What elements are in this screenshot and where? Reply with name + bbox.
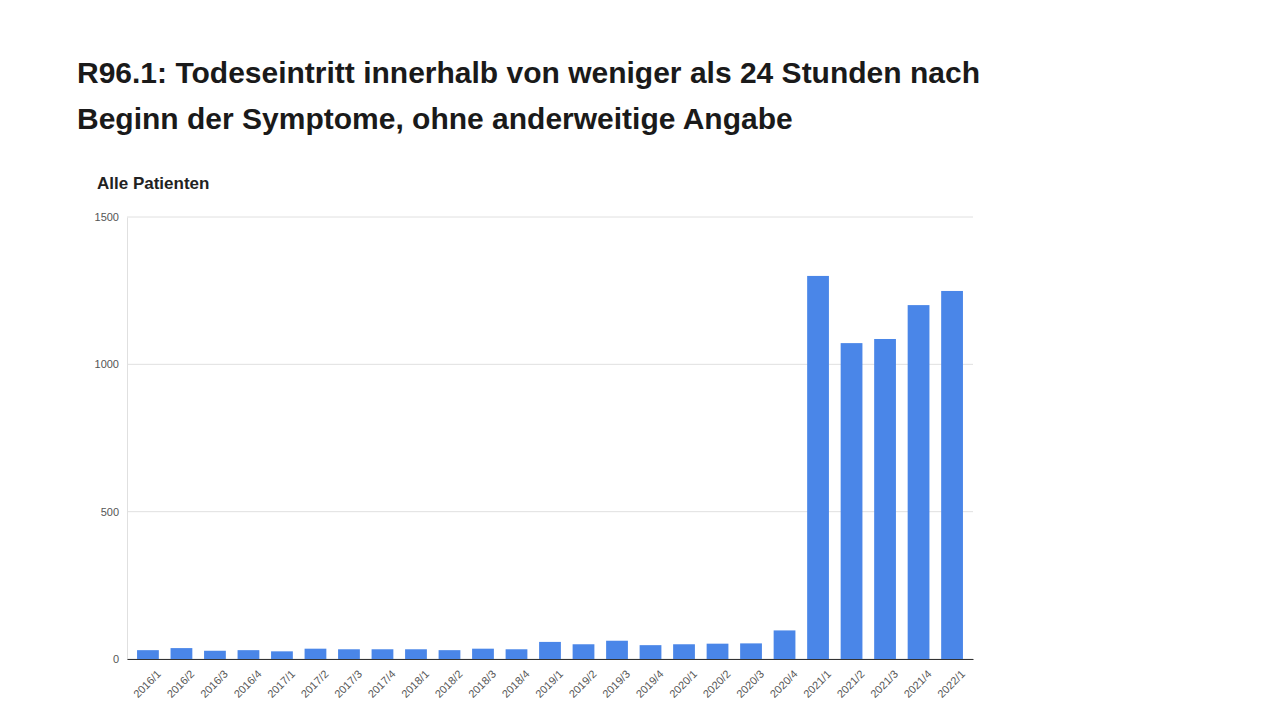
bar	[606, 641, 628, 659]
x-tick-label: 2020/1	[667, 668, 699, 700]
x-tick-label: 2018/1	[399, 668, 431, 700]
y-axis-line	[127, 218, 128, 660]
x-tick: 2021/1	[801, 659, 833, 700]
bars	[137, 276, 963, 659]
x-tick-label: 2021/3	[868, 668, 900, 700]
x-tick-label: 2022/1	[935, 668, 967, 700]
x-tick-label: 2020/2	[700, 668, 732, 700]
x-tick: 2017/2	[298, 659, 330, 700]
grid-line	[127, 217, 973, 218]
x-tick-label: 2019/3	[600, 668, 632, 700]
x-tick: 2020/2	[700, 659, 732, 700]
x-tick: 2016/2	[164, 659, 196, 700]
bar	[271, 651, 293, 659]
bar	[908, 305, 930, 659]
bar	[305, 649, 327, 659]
x-tick: 2016/4	[231, 659, 263, 700]
bar	[740, 643, 762, 659]
x-axis-line	[128, 659, 974, 660]
x-tick: 2016/3	[198, 659, 230, 700]
bar	[506, 649, 528, 659]
bar	[807, 276, 829, 659]
bar	[405, 649, 427, 659]
x-tick: 2020/3	[734, 659, 766, 700]
bar	[238, 650, 260, 659]
x-tick: 2016/1	[131, 659, 163, 700]
chart: Alle Patienten0500100015002016/12016/220…	[0, 0, 1280, 720]
x-axis: 2016/12016/22016/32016/42017/12017/22017…	[128, 659, 974, 700]
bar	[171, 648, 193, 659]
bar	[539, 642, 561, 659]
x-tick: 2018/4	[499, 659, 531, 700]
x-tick-label: 2016/4	[231, 668, 263, 700]
x-tick: 2019/3	[600, 659, 632, 700]
x-tick-label: 2020/4	[767, 668, 799, 700]
bar	[439, 650, 461, 659]
y-tick: 500	[101, 506, 127, 518]
x-tick: 2019/4	[633, 659, 665, 700]
x-tick: 2021/2	[834, 659, 866, 700]
x-tick-label: 2019/2	[566, 668, 598, 700]
chart-title: R96.1: Todeseintritt innerhalb von wenig…	[77, 50, 1067, 142]
x-tick: 2017/4	[365, 659, 397, 700]
x-tick-label: 2017/4	[365, 668, 397, 700]
x-tick: 2018/1	[399, 659, 431, 700]
bar	[204, 651, 226, 659]
x-tick-label: 2018/3	[466, 668, 498, 700]
x-tick: 2019/2	[566, 659, 598, 700]
bar	[673, 644, 695, 659]
y-tick-label: 500	[101, 506, 119, 518]
y-axis: 0 500 1000 1500	[95, 211, 128, 665]
bar	[472, 649, 494, 659]
bar	[841, 343, 863, 659]
y-tick: 0	[113, 653, 127, 665]
bar	[941, 291, 963, 659]
y-tick: 1500	[95, 211, 127, 223]
x-tick-label: 2021/2	[834, 668, 866, 700]
x-tick-label: 2017/1	[265, 668, 297, 700]
x-tick: 2021/4	[901, 659, 933, 700]
x-tick: 2017/1	[265, 659, 297, 700]
x-tick: 2017/3	[332, 659, 364, 700]
x-tick-label: 2021/1	[801, 668, 833, 700]
x-tick-label: 2018/2	[432, 668, 464, 700]
x-tick-label: 2016/2	[164, 668, 196, 700]
x-tick: 2020/1	[667, 659, 699, 700]
y-tick-label: 1500	[95, 211, 119, 223]
bar	[137, 650, 159, 659]
x-tick-label: 2019/4	[633, 668, 665, 700]
bar	[774, 630, 796, 659]
x-tick-label: 2017/2	[298, 668, 330, 700]
x-tick: 2022/1	[935, 659, 967, 700]
x-tick: 2018/2	[432, 659, 464, 700]
x-tick-label: 2018/4	[499, 668, 531, 700]
x-tick: 2021/3	[868, 659, 900, 700]
x-tick: 2019/1	[533, 659, 565, 700]
x-tick-label: 2016/3	[198, 668, 230, 700]
x-tick-label: 2019/1	[533, 668, 565, 700]
y-tick-label: 1000	[95, 358, 119, 370]
y-tick: 1000	[95, 358, 127, 370]
x-tick-label: 2020/3	[734, 668, 766, 700]
bar	[640, 645, 662, 659]
x-tick: 2018/3	[466, 659, 498, 700]
bar	[338, 649, 360, 659]
bar	[874, 339, 896, 659]
x-tick-label: 2021/4	[901, 668, 933, 700]
subtitle: Alle Patienten	[97, 174, 209, 193]
x-tick: 2020/4	[767, 659, 799, 700]
bar	[573, 644, 595, 659]
bar	[372, 649, 394, 659]
grid	[127, 217, 973, 659]
x-tick-label: 2017/3	[332, 668, 364, 700]
x-tick-label: 2016/1	[131, 668, 163, 700]
y-tick-label: 0	[113, 653, 119, 665]
bar	[707, 644, 729, 659]
